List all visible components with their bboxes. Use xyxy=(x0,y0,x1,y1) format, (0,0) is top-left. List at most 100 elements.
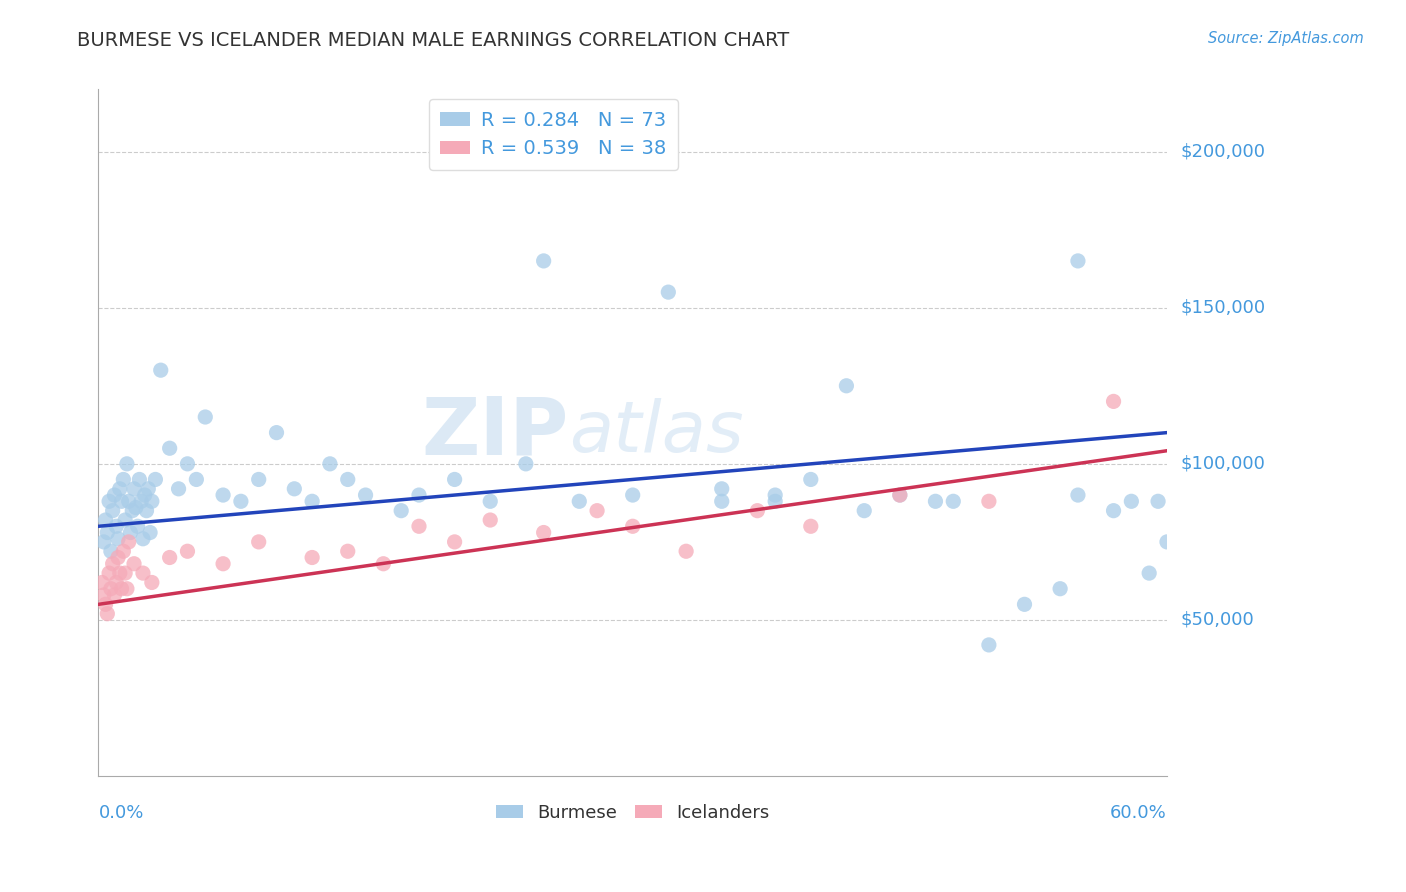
Point xyxy=(1147,494,1170,508)
Text: $200,000: $200,000 xyxy=(1181,143,1265,161)
Point xyxy=(1067,488,1090,502)
Point xyxy=(763,488,786,502)
Point xyxy=(247,534,270,549)
Point xyxy=(336,472,359,486)
Point xyxy=(105,519,128,533)
Point xyxy=(1137,566,1160,581)
Point xyxy=(479,494,502,508)
Text: $50,000: $50,000 xyxy=(1181,611,1254,629)
Point xyxy=(121,503,143,517)
Point xyxy=(1156,534,1178,549)
Point xyxy=(1049,582,1071,596)
Point xyxy=(336,544,359,558)
Point xyxy=(710,494,733,508)
Point xyxy=(93,588,115,602)
Point xyxy=(136,482,159,496)
Point xyxy=(186,472,208,486)
Text: 0.0%: 0.0% xyxy=(98,804,143,822)
Point xyxy=(100,544,122,558)
Point xyxy=(408,519,430,533)
Point xyxy=(710,482,733,496)
Point xyxy=(114,566,136,581)
Point xyxy=(621,519,644,533)
Point xyxy=(105,575,128,590)
Point xyxy=(586,503,609,517)
Point xyxy=(889,488,911,502)
Point xyxy=(229,494,252,508)
Point xyxy=(977,638,1000,652)
Point xyxy=(301,494,323,508)
Point xyxy=(533,525,555,540)
Point xyxy=(443,534,465,549)
Point xyxy=(98,494,121,508)
Point xyxy=(389,503,412,517)
Point xyxy=(110,582,132,596)
Point xyxy=(159,442,181,455)
Point xyxy=(942,494,965,508)
Point xyxy=(176,544,198,558)
Point xyxy=(94,598,117,612)
Point xyxy=(1102,503,1125,517)
Point xyxy=(141,494,163,508)
Point xyxy=(112,472,135,486)
Point xyxy=(283,482,305,496)
Point xyxy=(800,519,823,533)
Point xyxy=(125,500,148,515)
Point xyxy=(853,503,876,517)
Text: BURMESE VS ICELANDER MEDIAN MALE EARNINGS CORRELATION CHART: BURMESE VS ICELANDER MEDIAN MALE EARNING… xyxy=(77,31,790,50)
Point xyxy=(763,494,786,508)
Point xyxy=(159,550,181,565)
Point xyxy=(107,532,129,546)
Point xyxy=(129,494,152,508)
Point xyxy=(98,566,121,581)
Point xyxy=(122,557,145,571)
Point xyxy=(110,494,132,508)
Point xyxy=(212,488,235,502)
Point xyxy=(132,566,155,581)
Point xyxy=(167,482,190,496)
Point xyxy=(835,378,858,392)
Point xyxy=(108,482,131,496)
Point xyxy=(96,525,118,540)
Point xyxy=(1067,253,1090,268)
Point xyxy=(100,582,122,596)
Point xyxy=(373,557,395,571)
Point xyxy=(118,534,141,549)
Text: $100,000: $100,000 xyxy=(1181,455,1265,473)
Point xyxy=(319,457,342,471)
Text: ZIP: ZIP xyxy=(422,393,568,472)
Point xyxy=(91,575,114,590)
Text: $150,000: $150,000 xyxy=(1181,299,1265,317)
Point xyxy=(568,494,591,508)
Point xyxy=(115,457,138,471)
Point xyxy=(94,513,117,527)
Point xyxy=(1102,394,1125,409)
Point xyxy=(103,588,125,602)
Point xyxy=(621,488,644,502)
Point xyxy=(515,457,537,471)
Point xyxy=(408,488,430,502)
Point xyxy=(118,494,141,508)
Point xyxy=(657,285,679,300)
Point xyxy=(301,550,323,565)
Text: atlas: atlas xyxy=(568,398,744,467)
Legend: Burmese, Icelanders: Burmese, Icelanders xyxy=(488,797,778,829)
Point xyxy=(266,425,288,440)
Point xyxy=(479,513,502,527)
Point xyxy=(747,503,769,517)
Point xyxy=(93,534,115,549)
Point xyxy=(101,557,124,571)
Point xyxy=(247,472,270,486)
Point xyxy=(354,488,377,502)
Point xyxy=(127,519,149,533)
Point xyxy=(96,607,118,621)
Point xyxy=(1121,494,1143,508)
Point xyxy=(675,544,697,558)
Point xyxy=(134,488,156,502)
Point xyxy=(194,410,217,425)
Point xyxy=(115,582,138,596)
Point xyxy=(135,503,157,517)
Point xyxy=(145,472,167,486)
Point xyxy=(139,525,162,540)
Point xyxy=(889,488,911,502)
